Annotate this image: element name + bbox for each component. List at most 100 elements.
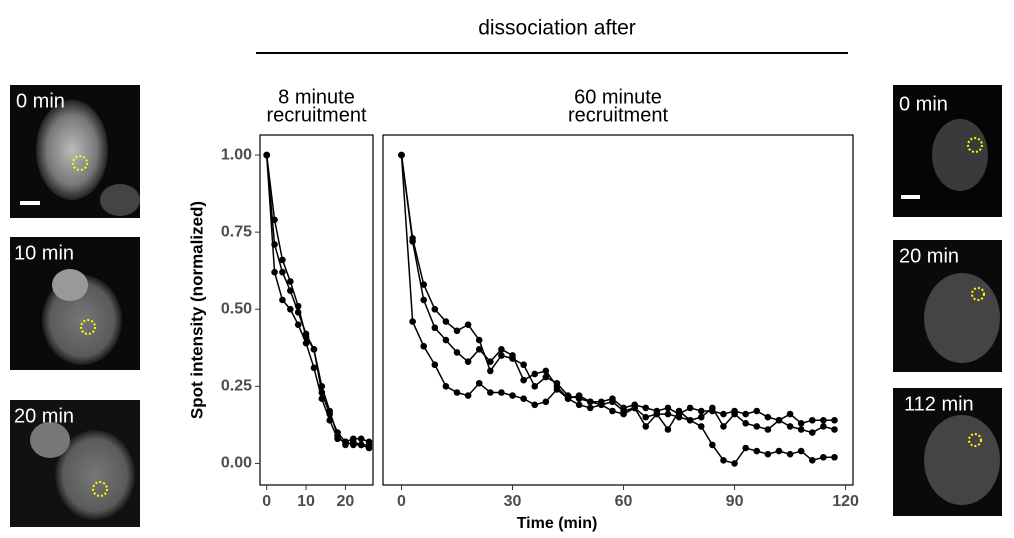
data-point xyxy=(609,407,616,415)
data-point xyxy=(720,457,727,464)
data-point xyxy=(409,318,416,325)
data-point xyxy=(498,389,505,396)
data-point xyxy=(520,361,527,369)
data-point xyxy=(820,453,827,461)
data-point xyxy=(775,416,783,424)
data-point xyxy=(697,413,705,421)
data-point xyxy=(326,407,333,415)
data-point xyxy=(287,278,294,285)
data-point xyxy=(287,305,294,313)
data-point xyxy=(271,268,278,276)
panel-frame xyxy=(259,134,374,486)
data-point xyxy=(520,376,527,384)
data-point xyxy=(686,404,694,412)
data-point xyxy=(318,383,326,390)
data-point xyxy=(808,416,816,424)
image-panel: 0 min xyxy=(10,85,140,218)
data-point xyxy=(542,373,550,381)
data-point xyxy=(409,238,416,245)
image-panel: 112 min xyxy=(893,388,1002,516)
data-point xyxy=(675,413,683,421)
image-label: 20 min xyxy=(899,245,959,267)
data-point xyxy=(420,296,428,304)
data-point xyxy=(475,379,483,387)
data-point xyxy=(498,352,505,359)
data-point xyxy=(326,416,333,424)
x-tick-label: 10 xyxy=(297,493,315,510)
data-point xyxy=(831,453,838,461)
data-point xyxy=(279,296,286,304)
data-point xyxy=(642,413,650,421)
data-point xyxy=(797,447,805,455)
data-point xyxy=(302,330,310,338)
y-tick-label: 0.50 xyxy=(221,300,252,317)
data-point xyxy=(786,423,794,430)
image-label: 112 min xyxy=(904,393,974,415)
data-point xyxy=(820,416,827,424)
data-point xyxy=(487,358,494,365)
y-tick-label: 0.25 xyxy=(221,378,252,395)
data-point xyxy=(542,398,550,406)
data-point xyxy=(586,398,594,406)
data-point xyxy=(653,410,661,418)
data-point xyxy=(279,256,286,264)
y-tick-label: 0.00 xyxy=(221,455,252,472)
data-point xyxy=(442,318,450,325)
data-point xyxy=(731,410,738,418)
data-point xyxy=(797,426,805,433)
data-point xyxy=(453,389,461,396)
data-point xyxy=(310,346,318,353)
y-axis-label: Spot intensity (normalized) xyxy=(187,201,206,419)
data-point xyxy=(453,349,461,356)
image-panel: 0 min xyxy=(893,85,1002,217)
data-point xyxy=(753,423,761,430)
data-point xyxy=(786,410,794,418)
series-line xyxy=(400,154,835,425)
data-point xyxy=(753,407,761,415)
data-point xyxy=(564,395,572,402)
data-point xyxy=(808,457,816,464)
x-tick-label: 30 xyxy=(504,493,522,510)
data-point xyxy=(631,404,638,412)
header: dissociation after xyxy=(478,17,636,40)
data-point xyxy=(498,346,505,353)
data-point xyxy=(302,339,310,347)
data-point xyxy=(820,423,827,430)
data-point xyxy=(764,413,772,421)
data-point xyxy=(464,392,472,399)
data-point xyxy=(542,367,550,375)
data-point xyxy=(742,444,749,452)
data-point xyxy=(675,407,683,415)
data-point xyxy=(720,423,727,430)
data-point xyxy=(686,416,694,424)
x-tick-label: 120 xyxy=(832,493,859,510)
data-point xyxy=(487,389,494,396)
x-tick-label: 90 xyxy=(726,493,744,510)
data-point xyxy=(664,426,672,433)
data-point xyxy=(697,423,705,430)
data-point xyxy=(808,429,816,436)
image-label: 0 min xyxy=(899,93,948,115)
x-tick-label: 0 xyxy=(262,493,271,510)
data-point xyxy=(487,367,494,375)
data-point xyxy=(664,410,672,418)
data-point xyxy=(398,151,405,159)
data-point xyxy=(509,352,516,359)
data-point xyxy=(575,401,583,409)
data-point xyxy=(263,151,270,159)
x-tick-label: 20 xyxy=(337,493,355,510)
data-point xyxy=(742,420,749,427)
x-tick-label: 60 xyxy=(615,493,633,510)
panel-title: recruitment xyxy=(568,104,668,126)
data-point xyxy=(357,441,365,449)
data-point xyxy=(697,407,705,415)
data-point xyxy=(642,423,650,430)
data-point xyxy=(531,383,539,390)
data-point xyxy=(609,398,616,406)
data-point xyxy=(318,395,326,402)
data-point xyxy=(720,410,727,418)
data-point xyxy=(575,392,583,399)
image-label: 20 min xyxy=(14,405,74,427)
data-point xyxy=(797,420,805,427)
